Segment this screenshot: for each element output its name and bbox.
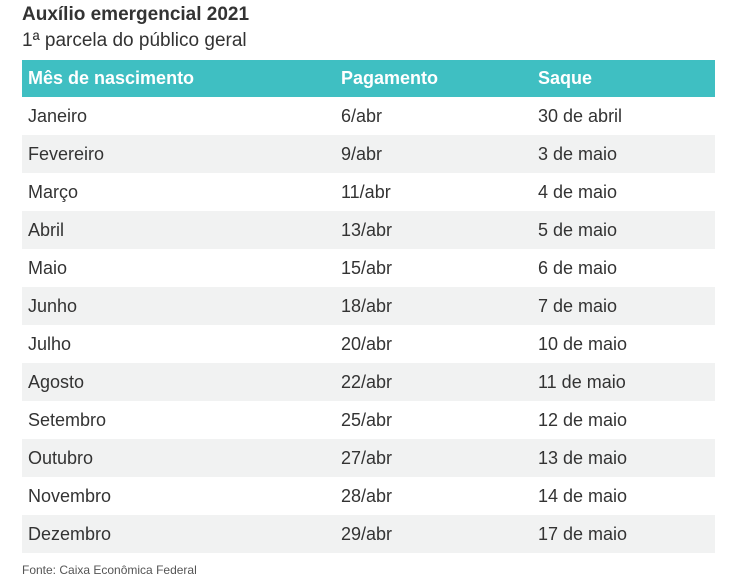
table-row: Outubro 27/abr 13 de maio: [22, 439, 715, 477]
withdrawal-date-cell: 11 de maio: [532, 363, 715, 401]
table-row: Setembro 25/abr 12 de maio: [22, 401, 715, 439]
payment-date-cell: 9/abr: [335, 135, 532, 173]
column-header-withdrawal: Saque: [532, 60, 715, 97]
page-subtitle: 1ª parcela do público geral: [22, 30, 247, 51]
birth-month-cell: Junho: [22, 287, 335, 325]
birth-month-cell: Fevereiro: [22, 135, 335, 173]
withdrawal-date-cell: 4 de maio: [538, 181, 618, 202]
table-row: Julho 20/abr 10 de maio: [22, 325, 715, 363]
table-row: Fevereiro 9/abr 3 de maio: [22, 135, 715, 173]
payment-date-cell: 18/abr: [335, 287, 532, 325]
table-row: Janeiro 6/abr 30 de abril: [22, 97, 715, 135]
page-title: Auxílio emergencial 2021: [22, 4, 250, 25]
birth-month-cell: Abril: [22, 211, 335, 249]
birth-month-cell: Maio: [28, 257, 68, 278]
payment-date-cell: 13/abr: [335, 211, 532, 249]
birth-month-cell: Dezembro: [22, 515, 335, 553]
birth-month-cell: Agosto: [22, 363, 335, 401]
payment-date-cell: 20/abr: [341, 333, 393, 354]
withdrawal-date-cell: 17 de maio: [532, 515, 715, 553]
withdrawal-date-cell: 6 de maio: [538, 257, 618, 278]
payment-date-cell: 27/abr: [335, 439, 532, 477]
column-header-payment: Pagamento: [335, 60, 532, 97]
birth-month-cell: Março: [28, 181, 79, 202]
payment-date-cell: 29/abr: [335, 515, 532, 553]
birth-month-cell: Novembro: [28, 485, 112, 506]
table-header-row: Mês de nascimento Pagamento Saque: [22, 60, 715, 97]
payment-date-cell: 15/abr: [341, 257, 393, 278]
withdrawal-date-cell: 14 de maio: [538, 485, 628, 506]
payment-date-cell: 6/abr: [341, 105, 383, 126]
payment-date-cell: 25/abr: [341, 409, 393, 430]
withdrawal-date-cell: 10 de maio: [538, 333, 628, 354]
payment-date-cell: 28/abr: [341, 485, 393, 506]
withdrawal-date-cell: 5 de maio: [532, 211, 715, 249]
withdrawal-date-cell: 7 de maio: [532, 287, 715, 325]
birth-month-cell: Janeiro: [28, 105, 88, 126]
withdrawal-date-cell: 3 de maio: [532, 135, 715, 173]
withdrawal-date-cell: 13 de maio: [532, 439, 715, 477]
table-row: Abril 13/abr 5 de maio: [22, 211, 715, 249]
birth-month-cell: Julho: [28, 333, 72, 354]
source-note: Fonte: Caixa Econômica Federal: [22, 563, 197, 577]
payment-date-cell: 11/abr: [341, 181, 391, 202]
payment-date-cell: 22/abr: [335, 363, 532, 401]
column-header-birth-month: Mês de nascimento: [22, 60, 335, 97]
withdrawal-date-cell: 12 de maio: [538, 409, 628, 430]
withdrawal-date-cell: 30 de abril: [538, 105, 623, 126]
table-row: Junho 18/abr 7 de maio: [22, 287, 715, 325]
payment-schedule-table: Mês de nascimento Pagamento Saque Janeir…: [22, 60, 715, 553]
table-row: Agosto 22/abr 11 de maio: [22, 363, 715, 401]
table-row: Dezembro 29/abr 17 de maio: [22, 515, 715, 553]
birth-month-cell: Setembro: [28, 409, 107, 430]
birth-month-cell: Outubro: [22, 439, 335, 477]
table-row: Novembro 28/abr 14 de maio: [22, 477, 715, 515]
table-row: Março 11/abr 4 de maio: [22, 173, 715, 211]
table-row: Maio 15/abr 6 de maio: [22, 249, 715, 287]
